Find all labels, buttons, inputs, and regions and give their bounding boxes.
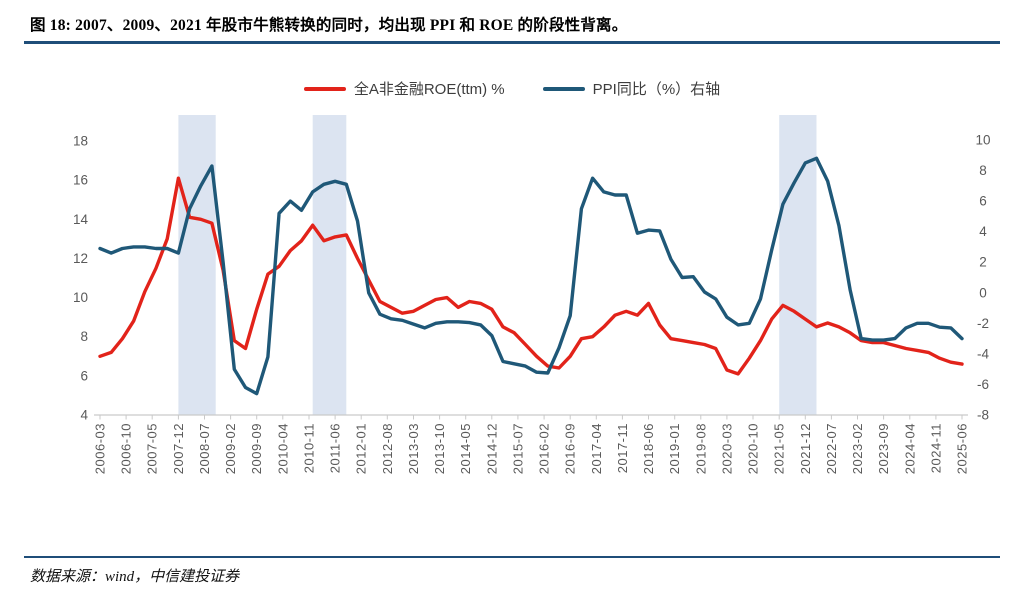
svg-text:12: 12 [73, 251, 88, 266]
right-axis-labels: 10 8 6 4 2 0 -2 -4 -6 -8 [975, 133, 990, 423]
svg-text:2024-11: 2024-11 [928, 423, 943, 473]
roe-line [98, 176, 964, 376]
svg-text:2014-05: 2014-05 [458, 423, 473, 474]
svg-text:2008-07: 2008-07 [197, 423, 212, 474]
svg-text:2020-10: 2020-10 [746, 423, 761, 474]
legend-item-ppi: PPI同比（%）右轴 [542, 78, 721, 99]
svg-text:2015-07: 2015-07 [510, 423, 525, 474]
ppi-line [98, 156, 964, 396]
svg-text:-2: -2 [977, 316, 989, 331]
svg-text:2017-04: 2017-04 [589, 423, 604, 474]
svg-text:2009-09: 2009-09 [249, 423, 264, 474]
legend-item-roe: 全A非金融ROE(ttm) % [303, 78, 505, 99]
svg-text:2006-10: 2006-10 [119, 423, 134, 474]
legend-label-roe: 全A非金融ROE(ttm) % [353, 81, 505, 98]
svg-text:2007-05: 2007-05 [145, 423, 160, 474]
x-axis-labels: 2006-03 2006-10 2007-05 2007-12 2008-07 2009-… [93, 415, 970, 474]
svg-text:2009-02: 2009-02 [223, 423, 238, 474]
svg-text:2019-01: 2019-01 [667, 423, 682, 474]
roe-line-swatch [303, 86, 346, 91]
left-axis-labels: 18 16 14 12 10 8 6 4 [73, 134, 89, 423]
svg-text:2017-11: 2017-11 [615, 423, 630, 473]
svg-text:2006-03: 2006-03 [93, 423, 108, 474]
svg-text:-6: -6 [977, 377, 989, 392]
svg-text:2020-03: 2020-03 [719, 423, 734, 474]
svg-text:4: 4 [979, 224, 987, 239]
svg-text:2012-08: 2012-08 [380, 423, 395, 474]
legend-label-ppi: PPI同比（%）右轴 [592, 81, 721, 98]
svg-text:2016-02: 2016-02 [537, 423, 552, 474]
svg-text:2019-08: 2019-08 [693, 423, 708, 474]
footer-divider [24, 556, 1000, 558]
svg-text:2024-04: 2024-04 [902, 423, 917, 474]
svg-text:10: 10 [73, 290, 88, 305]
svg-text:14: 14 [73, 212, 89, 227]
svg-text:2023-02: 2023-02 [850, 423, 865, 474]
svg-text:8: 8 [979, 163, 987, 178]
svg-text:2025-06: 2025-06 [955, 423, 970, 474]
svg-text:2013-03: 2013-03 [406, 423, 421, 474]
chart-legend: 全A非金融ROE(ttm) % PPI同比（%）右轴 [0, 78, 1024, 99]
svg-text:16: 16 [73, 173, 88, 188]
svg-text:2016-09: 2016-09 [563, 423, 578, 474]
svg-text:2014-12: 2014-12 [484, 423, 499, 474]
svg-text:2012-01: 2012-01 [354, 423, 369, 474]
svg-text:2018-06: 2018-06 [641, 423, 656, 474]
svg-text:0: 0 [979, 285, 987, 300]
highlight-bands [178, 115, 817, 415]
svg-text:2022-07: 2022-07 [824, 423, 839, 474]
svg-text:-4: -4 [977, 346, 989, 361]
svg-text:6: 6 [979, 194, 987, 209]
svg-text:10: 10 [975, 133, 990, 148]
figure-title: 图 18: 2007、2009、2021 年股市牛熊转换的同时，均出现 PPI … [30, 17, 628, 34]
svg-text:2021-05: 2021-05 [772, 423, 787, 474]
svg-text:2010-04: 2010-04 [275, 423, 290, 474]
svg-text:2007-12: 2007-12 [171, 423, 186, 474]
svg-text:2021-12: 2021-12 [798, 423, 813, 474]
svg-text:2013-10: 2013-10 [432, 423, 447, 474]
svg-text:-8: -8 [977, 408, 989, 423]
svg-text:4: 4 [80, 408, 88, 423]
data-source: 数据来源：wind，中信建投证券 [30, 569, 240, 585]
svg-text:2023-09: 2023-09 [876, 423, 891, 474]
svg-text:8: 8 [80, 329, 88, 344]
svg-text:6: 6 [80, 368, 88, 383]
svg-text:2011-06: 2011-06 [328, 423, 343, 473]
svg-text:2: 2 [979, 255, 987, 270]
svg-text:2010-11: 2010-11 [302, 423, 317, 473]
ppi-line-swatch [542, 86, 585, 91]
title-divider [24, 41, 1000, 44]
svg-text:18: 18 [73, 134, 88, 149]
